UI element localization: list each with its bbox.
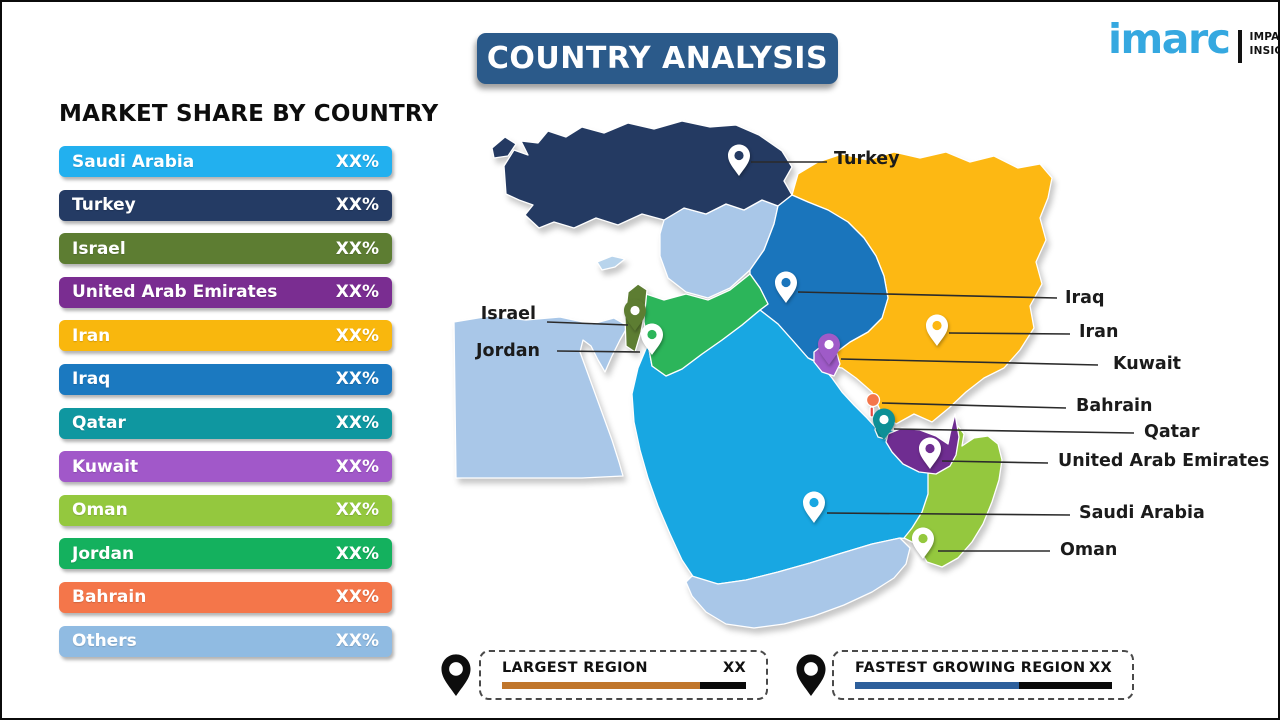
bar-label: United Arab Emirates [72, 282, 278, 303]
country-turkey-thrace [491, 136, 517, 159]
bar-value: XX% [335, 631, 379, 652]
connector-lines [546, 161, 1135, 552]
map-pin-oman [912, 527, 934, 559]
page-title-banner: COUNTRY ANALYSIS [477, 33, 838, 84]
bar-value: XX% [335, 500, 379, 521]
bahrain-marker-dot [865, 392, 881, 408]
map-label-israel: Israel [480, 304, 536, 324]
bar-bahrain: Bahrain XX% [59, 581, 392, 613]
bar-label: Turkey [72, 195, 136, 216]
imarc-tagline: IMPACTFUL INSIGHTS [1249, 31, 1280, 58]
bar-label: Bahrain [72, 587, 147, 608]
bar-oman: Oman XX% [59, 494, 392, 526]
largest-region-label: LARGEST REGION [502, 660, 648, 676]
bar-label: Oman [72, 500, 128, 521]
bar-label: Kuwait [72, 456, 139, 477]
map-pin-kuwait [818, 333, 840, 365]
largest-region-pin-icon [441, 654, 471, 696]
map-label-oman: Oman [1060, 540, 1118, 560]
map-label-saudi-arabia: Saudi Arabia [1079, 503, 1205, 523]
bar-saudi-arabia: Saudi Arabia XX% [59, 146, 392, 177]
bar-label: Iran [72, 325, 111, 346]
fastest-growing-region-bar [855, 682, 1112, 689]
map-label-turkey: Turkey [834, 149, 900, 169]
bar-united-arab-emirates: United Arab Emirates XX% [59, 276, 392, 308]
map-pin-turkey [728, 144, 750, 176]
connector-jordan [556, 350, 641, 353]
fastest-growing-region-bar-fill [855, 682, 1020, 689]
connector-israel [546, 321, 629, 326]
tagline-line1: IMPACTFUL [1249, 31, 1280, 43]
connector-qatar [893, 428, 1135, 434]
imarc-wordmark: imarc [1108, 15, 1231, 63]
bar-others: Others XX% [59, 625, 392, 657]
tagline-line2: INSIGHTS [1249, 44, 1280, 57]
fastest-growing-pin-icon [796, 654, 826, 696]
bar-label: Jordan [72, 543, 135, 564]
bar-value: XX% [335, 413, 379, 434]
bar-iraq: Iraq XX% [59, 363, 392, 395]
map-label-jordan: Jordan [476, 341, 540, 361]
map-label-qatar: Qatar [1144, 422, 1200, 442]
largest-region-bar [502, 682, 746, 689]
bar-label: Qatar [72, 413, 126, 434]
map-label-iran: Iran [1079, 322, 1119, 342]
map-label-uae: United Arab Emirates [1058, 451, 1270, 471]
country-cyprus [596, 255, 626, 271]
bar-value: XX% [335, 151, 379, 172]
connector-iraq [797, 291, 1058, 299]
map-label-iraq: Iraq [1065, 288, 1105, 308]
connector-bahrain [881, 402, 1067, 409]
bar-value: XX% [335, 195, 379, 216]
bar-iran: Iran XX% [59, 320, 392, 352]
largest-region-legend: LARGEST REGION XX [479, 650, 768, 700]
largest-region-bar-fill [502, 682, 700, 689]
map-pin-iran [926, 314, 948, 346]
map-pin-uae [919, 437, 941, 469]
market-share-list: Saudi Arabia XX% Turkey XX% Israel XX% U… [59, 146, 392, 669]
bar-kuwait: Kuwait XX% [59, 451, 392, 483]
map-label-kuwait: Kuwait [1113, 354, 1182, 374]
connector-saudi [826, 512, 1071, 516]
map-pin-jordan [641, 323, 663, 355]
bar-value: XX% [335, 238, 379, 259]
logo-divider [1238, 30, 1243, 63]
bar-label: Others [72, 631, 137, 652]
bar-label: Iraq [72, 369, 111, 390]
bar-value: XX% [335, 369, 379, 390]
bar-turkey: Turkey XX% [59, 189, 392, 221]
map-pin-iraq [775, 271, 797, 303]
bar-value: XX% [335, 587, 379, 608]
bar-label: Saudi Arabia [72, 151, 195, 172]
bar-value: XX% [335, 282, 379, 303]
country-yemen [685, 537, 911, 629]
page-title: COUNTRY ANALYSIS [486, 41, 829, 76]
bar-value: XX% [335, 543, 379, 564]
middle-east-map [453, 120, 1135, 629]
map-pin-saudi-arabia [803, 491, 825, 523]
fastest-growing-region-legend: FASTEST GROWING REGION XX [832, 650, 1134, 700]
largest-region-value: XX [723, 660, 746, 676]
connector-kuwait [840, 358, 1099, 366]
bar-israel: Israel XX% [59, 233, 392, 265]
market-share-heading: MARKET SHARE BY COUNTRY [59, 101, 439, 127]
bar-label: Israel [72, 238, 126, 259]
map-pin-qatar [873, 408, 895, 440]
fastest-growing-region-value: XX [1089, 660, 1112, 676]
map-label-bahrain: Bahrain [1076, 396, 1153, 416]
bar-jordan: Jordan XX% [59, 538, 392, 570]
bar-value: XX% [335, 325, 379, 346]
bar-qatar: Qatar XX% [59, 407, 392, 439]
connector-iran [948, 332, 1071, 335]
imarc-logo: imarc IMPACTFUL INSIGHTS [1108, 15, 1280, 63]
fastest-growing-region-label: FASTEST GROWING REGION [855, 660, 1086, 676]
bar-value: XX% [335, 456, 379, 477]
map-pin-israel [624, 299, 646, 331]
country-bahrain-island [869, 406, 875, 418]
connector-uae [941, 460, 1049, 464]
